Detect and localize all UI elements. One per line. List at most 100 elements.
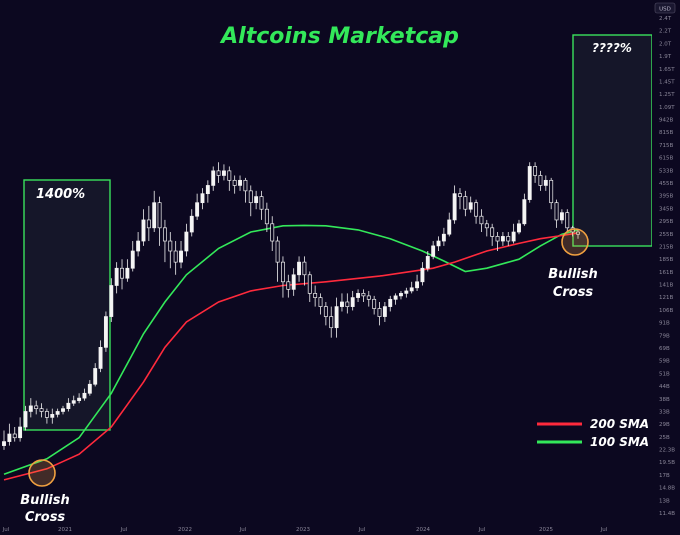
candle: [238, 175, 242, 191]
candle: [463, 190, 468, 217]
y-tick-label: 345B: [659, 206, 673, 212]
x-tick-label: 2021: [58, 527, 72, 533]
cross-label-left-line2: Cross: [25, 510, 66, 525]
candle: [522, 193, 527, 226]
y-tick-label: 295B: [659, 219, 673, 225]
candle: [286, 274, 291, 298]
candle: [93, 363, 98, 387]
candle: [404, 287, 409, 298]
candle: [50, 408, 55, 424]
candle: [388, 295, 393, 312]
candle: [7, 423, 12, 446]
candle: [77, 393, 82, 404]
y-tick-label: 1.65T: [659, 67, 675, 73]
y-tick-label: 79B: [659, 333, 670, 339]
candle: [345, 293, 350, 314]
candle: [307, 271, 312, 302]
candle: [18, 417, 23, 442]
candle: [184, 223, 189, 257]
candle: [554, 199, 559, 228]
candle: [82, 388, 87, 401]
candle: [136, 232, 141, 257]
candle: [98, 340, 103, 373]
cross-label-left-line1: Bullish: [20, 493, 70, 508]
bullish-cross-marker-right: [561, 228, 589, 256]
y-tick-label: 215B: [659, 244, 673, 250]
x-tick-label: Jul: [239, 527, 247, 533]
x-axis: Jul 2021 Jul 2022 Jul 2023 Jul 2024 Jul 2025 Jul: [2, 527, 608, 533]
candle: [458, 188, 462, 210]
right-projection-box: [572, 34, 653, 247]
candle: [447, 212, 452, 237]
y-tick-label: 13B: [659, 498, 670, 504]
bullish-cross-markers: [28, 228, 589, 487]
candle: [302, 256, 307, 286]
y-tick-label: 25B: [659, 435, 670, 441]
y-tick-label: 91B: [659, 321, 670, 327]
y-tick-label: 2.4T: [659, 16, 672, 22]
y-tick-label: 69B: [659, 346, 670, 352]
y-tick-label: 715B: [659, 143, 673, 149]
candle: [28, 398, 33, 418]
candle: [538, 170, 543, 191]
candle: [157, 196, 162, 246]
y-tick-label: 17B: [659, 473, 670, 479]
x-tick-label: 2022: [178, 527, 192, 533]
y-tick-label: 455B: [659, 181, 673, 187]
candle: [484, 219, 489, 237]
candle: [543, 175, 548, 191]
candle: [114, 262, 119, 294]
chart-title: Altcoins Marketcap: [219, 24, 459, 49]
candle: [495, 232, 500, 252]
legend-label-100: 100 SMA: [590, 435, 649, 449]
y-tick-label: 33B: [659, 409, 670, 415]
candle: [399, 290, 403, 300]
candle: [243, 177, 248, 203]
candle: [216, 162, 221, 183]
candle: [366, 290, 371, 307]
candle: [372, 295, 377, 315]
candle: [500, 232, 505, 246]
currency-badge: [654, 2, 676, 14]
candle: [275, 236, 280, 282]
candle: [506, 232, 511, 246]
candle: [329, 306, 334, 338]
candle: [232, 175, 237, 194]
y-tick-label: 1.09T: [659, 105, 675, 111]
candle: [517, 219, 521, 235]
sma-100-line: [3, 224, 579, 475]
y-tick-label: 2.0T: [659, 41, 672, 47]
cross-label-right-line1: Bullish: [548, 267, 598, 282]
candle: [195, 193, 200, 220]
candle: [511, 223, 516, 244]
candle: [130, 241, 135, 272]
y-tick-label: 121B: [659, 295, 673, 301]
candle: [318, 293, 323, 315]
candle: [66, 398, 71, 412]
candle: [431, 241, 436, 260]
candle: [254, 190, 259, 210]
candle: [87, 380, 92, 396]
candle: [103, 311, 108, 352]
x-tick-label: 2024: [416, 527, 430, 533]
x-tick-label: Jul: [2, 527, 10, 533]
x-tick-label: 2025: [539, 527, 553, 533]
candle: [425, 251, 430, 272]
x-tick-label: Jul: [600, 527, 608, 533]
y-tick-label: 615B: [659, 156, 673, 162]
candle: [549, 177, 554, 210]
candle: [34, 400, 39, 415]
y-tick-label: 815B: [659, 130, 673, 136]
candle: [211, 166, 216, 191]
y-tick-label: 1.45T: [659, 79, 675, 85]
candle: [323, 301, 328, 326]
candle: [420, 262, 425, 286]
y-tick-label: 29B: [659, 422, 670, 428]
y-tick-label: 2.2T: [659, 29, 672, 35]
candle: [479, 209, 484, 233]
y-tick-label: 44B: [659, 384, 670, 390]
candle: [382, 301, 387, 322]
candle: [436, 236, 441, 252]
candle: [361, 289, 366, 302]
